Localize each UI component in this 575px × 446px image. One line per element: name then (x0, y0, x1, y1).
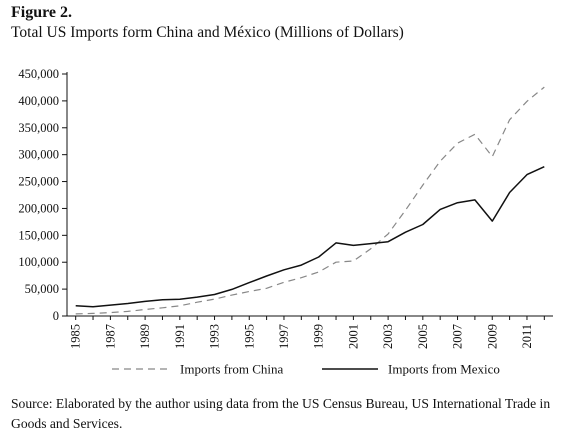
y-tick-label: 300,000 (18, 148, 59, 162)
x-tick-label: 2007 (451, 324, 465, 349)
y-tick-label: 450,000 (18, 67, 59, 81)
series-lines (75, 86, 545, 315)
legend-label: Imports from Mexico (388, 362, 500, 377)
x-tick-label: 1989 (138, 324, 152, 349)
series-line-china (75, 86, 545, 315)
x-tick-label: 1991 (173, 324, 187, 349)
y-tick-label: 200,000 (18, 201, 59, 215)
x-axis: 1985 1987 1989 1991 1993 1995 1997 1999 2001 2003… (67, 315, 553, 349)
x-tick-label: 1997 (277, 324, 291, 349)
y-tick-label: 0 (53, 309, 59, 323)
x-tick-label: 1999 (312, 324, 326, 349)
y-axis: 0 50,000 100,000 150,000 200,000 250,000 300,0… (18, 67, 68, 323)
x-tick-label: 1993 (208, 324, 222, 349)
series-line-mexico (75, 166, 545, 308)
x-tick-label: 1985 (69, 324, 83, 349)
chart-title: Total US Imports form China and México (… (11, 24, 404, 41)
x-tick-label: 2005 (416, 324, 430, 349)
x-tick-label: 1987 (103, 324, 117, 349)
y-tick-label: 50,000 (25, 282, 59, 296)
x-tick-label: 2003 (381, 324, 395, 349)
y-tick-label: 250,000 (18, 175, 59, 189)
x-tick-label: 2001 (346, 324, 360, 349)
figure-label: Figure 2. (11, 4, 73, 21)
source-note: Source: Elaborated by the author using d… (11, 396, 551, 431)
y-tick-label: 350,000 (18, 121, 59, 135)
x-tick-label: 2009 (485, 324, 499, 349)
y-tick-label: 400,000 (18, 94, 59, 108)
y-tick-label: 100,000 (18, 255, 59, 269)
legend: Imports from China Imports from Mexico (112, 362, 500, 377)
y-tick-label: 150,000 (18, 228, 59, 242)
legend-label: Imports from China (180, 362, 283, 377)
x-tick-label: 1995 (242, 324, 256, 349)
x-tick-label: 2011 (520, 324, 534, 349)
